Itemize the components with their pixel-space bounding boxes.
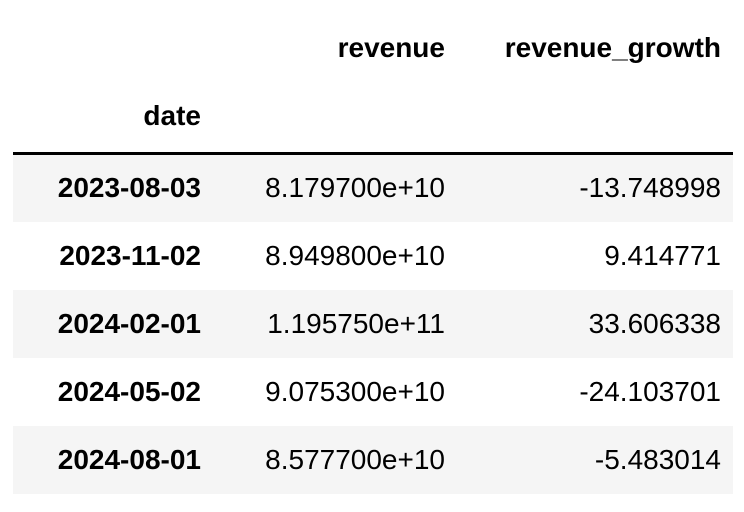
row-index-date: 2024-08-01 [57,443,201,475]
row-index-date: 2023-11-02 [59,239,201,271]
cell-revenue-growth: 33.606338 [588,307,721,339]
table-row: 2024-05-02 9.075300e+10 -24.103701 [13,358,733,426]
cell-revenue: 8.179700e+10 [213,152,457,222]
table-body: 2023-08-03 8.179700e+10 -13.748998 2023-… [13,152,733,494]
cell-revenue: 9.075300e+10 [265,375,445,407]
dataframe-table: revenue revenue_growth date 2023-08-03 8… [13,12,733,494]
column-header-row: revenue revenue_growth [13,12,733,82]
table-row: 2023-08-03 8.179700e+10 -13.748998 [13,152,733,222]
table-row: 2024-02-01 1.195750e+11 33.606338 [13,289,733,358]
row-index-date: 2024-05-02 [57,375,201,407]
empty-header-cell [457,82,733,154]
empty-header-cell [213,82,457,154]
cell-revenue: 8.577700e+10 [265,443,445,475]
cell-revenue-growth: 9.414771 [604,239,721,271]
table-header: revenue revenue_growth date [13,12,733,154]
cell-revenue: 1.195750e+11 [267,307,445,339]
cell-revenue-growth: -5.483014 [594,443,721,475]
cell-revenue-growth: -24.103701 [579,375,721,407]
row-index-date: 2024-02-01 [57,307,201,339]
index-name-row: date [13,82,733,154]
cell-revenue: 8.949800e+10 [265,239,445,271]
table-row: 2023-11-02 8.949800e+10 9.414771 [13,222,733,290]
column-header-revenue: revenue [337,32,445,63]
index-name-header: date [143,100,201,131]
cell-revenue-growth: -13.748998 [457,152,733,222]
index-corner-cell [13,12,213,82]
row-index-date: 2023-08-03 [13,152,213,222]
table-row: 2024-08-01 8.577700e+10 -5.483014 [13,425,733,494]
column-header-revenue-growth: revenue_growth [504,32,721,63]
